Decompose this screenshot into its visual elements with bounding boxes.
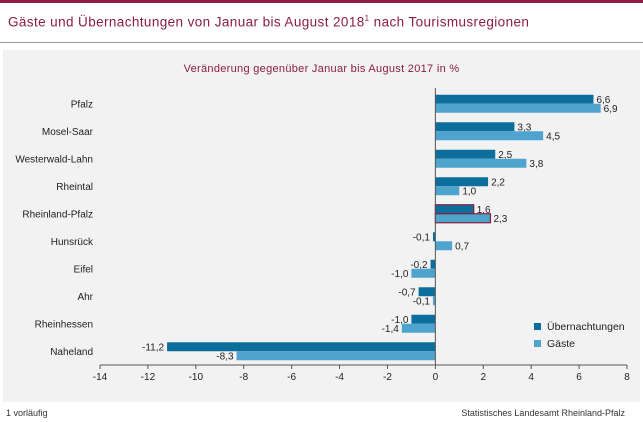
- data-label: -0,2: [410, 260, 428, 271]
- category-label: Rheinland-Pfalz: [22, 209, 93, 220]
- data-label: -8,3: [216, 351, 234, 362]
- x-tick-label: -4: [335, 372, 344, 383]
- data-label: 6,6: [596, 95, 610, 106]
- x-tick-label: -2: [383, 372, 392, 383]
- data-label: 3,3: [517, 122, 531, 133]
- bar-gaeste: [435, 131, 544, 141]
- x-tick-label: 4: [528, 372, 534, 383]
- bar-uebernachtungen: [418, 287, 436, 297]
- x-tick-label: 2: [480, 372, 486, 383]
- category-label: Rheinhessen: [35, 319, 93, 330]
- bar-uebernachtungen: [435, 177, 489, 187]
- legend-swatch-uebernachtungen: [534, 323, 541, 330]
- bar-uebernachtungen: [432, 232, 436, 242]
- data-label: -1,4: [382, 324, 400, 335]
- x-tick-label: -14: [93, 372, 108, 383]
- x-tick-label: 8: [624, 372, 630, 383]
- x-tick-label: -8: [239, 372, 248, 383]
- bar-gaeste: [401, 323, 436, 333]
- data-label: 2,3: [493, 214, 507, 225]
- data-label: 4,5: [546, 131, 560, 142]
- data-label: 1,0: [462, 186, 476, 197]
- data-label: -11,2: [142, 342, 164, 353]
- category-label: Naheland: [50, 347, 93, 358]
- data-label: -0,1: [413, 232, 431, 243]
- x-tick-label: -12: [141, 372, 156, 383]
- x-tick-label: 0: [433, 372, 439, 383]
- title-divider: [0, 42, 643, 43]
- top-accent-bar: [0, 0, 643, 3]
- legend-item-gaeste: Gäste: [534, 335, 625, 352]
- category-label: Pfalz: [71, 99, 93, 110]
- x-tick-label: -10: [189, 372, 204, 383]
- title-footnote-mark: 1: [364, 14, 370, 23]
- legend-item-uebernachtungen: Übernachtungen: [534, 318, 625, 335]
- data-label: 6,9: [604, 104, 618, 115]
- bar-gaeste: [432, 296, 436, 306]
- bar-uebernachtungen: [430, 259, 436, 269]
- footnote: 1 vorläufig: [6, 408, 48, 418]
- data-label: 3,8: [529, 159, 543, 170]
- chart-subtitle: Veränderung gegenüber Januar bis August …: [183, 63, 460, 75]
- category-label: Westerwald-Lahn: [15, 154, 93, 165]
- legend-label-uebernachtungen: Übernachtungen: [547, 320, 625, 333]
- bar-gaeste: [435, 158, 527, 168]
- bar-uebernachtungen: [411, 314, 436, 324]
- title-suffix: nach Tourismusregionen: [369, 14, 530, 30]
- data-label: -1,0: [391, 269, 409, 280]
- bar-uebernachtungen: [435, 94, 594, 104]
- page-title: Gäste und Übernachtungen von Januar bis …: [8, 14, 529, 30]
- x-tick-label: 6: [576, 372, 582, 383]
- bar-uebernachtungen: [167, 342, 436, 352]
- legend-label-gaeste: Gäste: [547, 337, 576, 350]
- bar-uebernachtungen: [435, 122, 515, 132]
- bar-gaeste: [435, 186, 460, 196]
- bar-gaeste: [434, 213, 492, 224]
- source-note: Statistisches Landesamt Rheinland-Pfalz: [461, 408, 625, 418]
- data-label: 0,7: [455, 241, 469, 252]
- bar-uebernachtungen: [434, 204, 475, 215]
- bar-uebernachtungen: [435, 149, 496, 159]
- category-label: Ahr: [77, 292, 93, 303]
- data-label: -0,7: [398, 287, 416, 298]
- legend: Übernachtungen Gäste: [534, 318, 625, 352]
- category-label: Hunsrück: [51, 237, 94, 248]
- data-label: -0,1: [413, 296, 431, 307]
- bar-gaeste: [236, 351, 436, 361]
- category-label: Eifel: [74, 264, 93, 275]
- data-label: 2,2: [491, 177, 505, 188]
- category-label: Rheintal: [56, 182, 93, 193]
- x-tick-label: -6: [287, 372, 296, 383]
- data-label: -1,0: [391, 315, 409, 326]
- bar-gaeste: [435, 103, 601, 113]
- title-text: Gäste und Übernachtungen von Januar bis …: [8, 14, 365, 30]
- category-label: Mosel-Saar: [42, 127, 94, 138]
- bar-gaeste: [411, 268, 436, 278]
- data-label: 1,6: [477, 205, 491, 216]
- bar-gaeste: [435, 241, 453, 251]
- data-label: 2,5: [498, 150, 512, 161]
- legend-swatch-gaeste: [534, 340, 541, 347]
